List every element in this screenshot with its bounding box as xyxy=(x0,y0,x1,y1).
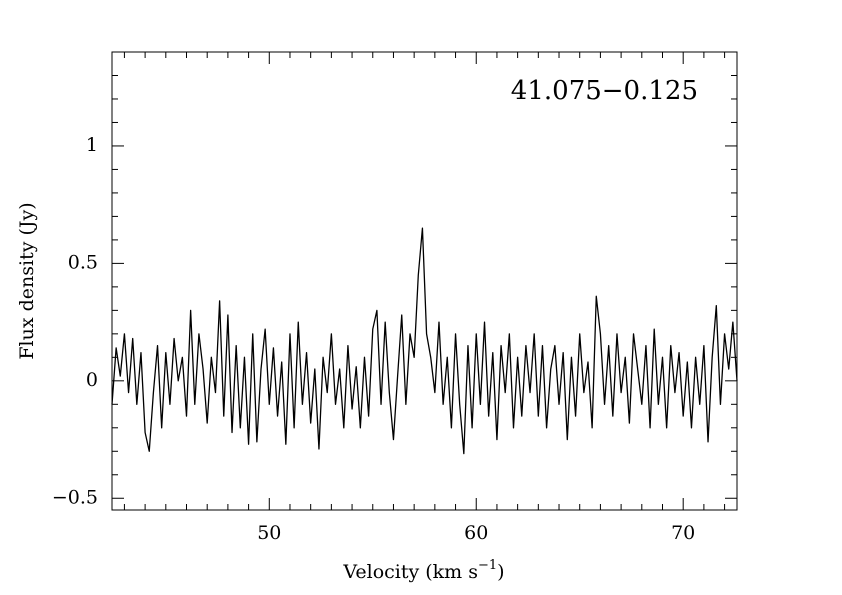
x-axis-label: Velocity (km s−1) xyxy=(342,558,504,584)
x-tick-label: 50 xyxy=(257,522,281,544)
y-tick-label: −0.5 xyxy=(52,486,98,508)
x-tick-label: 70 xyxy=(671,522,695,544)
x-tick-label: 60 xyxy=(464,522,488,544)
annotation: 41.075−0.125 xyxy=(511,76,698,106)
y-tick-label: 0 xyxy=(86,369,98,391)
plot-frame xyxy=(111,51,738,511)
y-tick-label: 1 xyxy=(86,134,98,156)
y-tick-label: 0.5 xyxy=(68,251,98,273)
spectrum-line xyxy=(111,227,738,455)
y-axis-label: Flux density (Jy) xyxy=(16,202,38,359)
x-label-end: ) xyxy=(497,561,504,583)
x-label-sup: −1 xyxy=(478,558,497,573)
x-label-text: Velocity (km s xyxy=(342,561,478,583)
